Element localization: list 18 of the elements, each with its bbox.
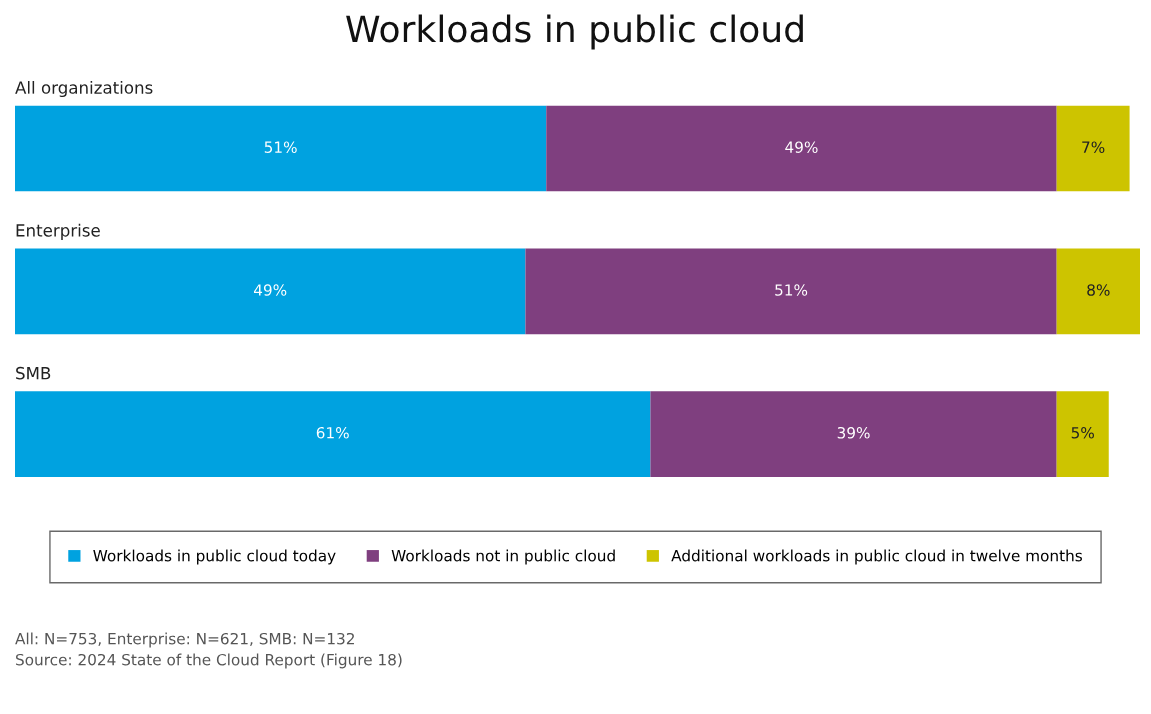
data-label: 49%	[253, 284, 287, 296]
text: All: N=753, Enterprise: N=621, SMB: N=132	[15, 632, 354, 648]
data-label: 7%	[1082, 141, 1105, 153]
data-label: 39%	[837, 426, 870, 439]
data-label: 5%	[1071, 426, 1094, 439]
y-tick-label: Enterprise	[16, 223, 100, 240]
data-label: 49%	[785, 141, 818, 153]
data-label: 61%	[316, 426, 349, 439]
y-tick-label: SMB	[16, 366, 51, 380]
source-note: Source: 2024 State of the Cloud Report (Figure 18)	[16, 653, 402, 669]
data-label: 51%	[775, 284, 808, 296]
legend-label: Workloads not in public cloud	[391, 549, 615, 565]
legend-label: Additional workloads in public cloud in twelve months	[671, 549, 1082, 565]
y-tick-label: All organizations	[15, 80, 153, 98]
data-label: 51%	[264, 141, 297, 153]
legend-label: Workloads in public cloud today	[93, 549, 336, 565]
data-label: 8%	[1087, 284, 1110, 296]
chart-title: Workloads in public cloud	[346, 14, 803, 50]
